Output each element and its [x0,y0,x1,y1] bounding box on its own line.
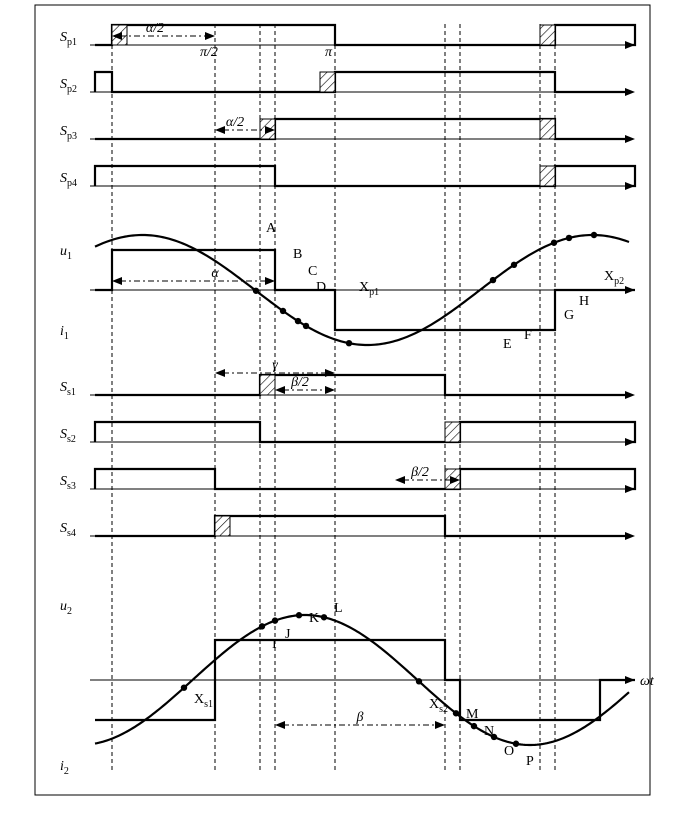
axis-label-wt: ωt [640,674,655,689]
point-label-E: E [503,337,512,352]
label-Sp3: Sp3 [60,124,77,142]
point-M [453,710,459,716]
point-K [296,612,302,618]
label-i2: i2 [60,759,69,777]
point-I [259,623,265,629]
timing-diagram: Sp1 Sp2 Sp3 Sp4 Ss1 Ss2 Ss3 Ss4 u1 i1 u2 i2 ωt α/2 π/2… [0,0,685,820]
label-Ss1: Ss1 [60,380,76,398]
label-Sp1: Sp1 [60,30,77,48]
point-label-K: K [309,611,319,626]
point-label-A: A [266,221,277,236]
label-u2: u2 [60,599,72,617]
point-label-Xs1: Xs1 [194,692,213,710]
point-P [513,741,519,747]
point-C [295,318,301,324]
point-N [471,723,477,729]
point-label-G: G [564,308,574,323]
point-G [551,240,557,246]
label-Ss3: Ss3 [60,474,76,492]
point-L [321,614,327,620]
label-u1: u1 [60,244,72,262]
label-Sp4: Sp4 [60,171,77,189]
dim-β: β [356,710,364,725]
point-label-M: M [466,707,479,722]
point-label-Xp2: Xp2 [604,269,624,287]
dim-α/2: α/2 [146,21,164,36]
label-Ss2: Ss2 [60,427,76,445]
point-Xp1 [346,340,352,346]
point-label-C: C [308,264,317,279]
point-B [280,308,286,314]
point-label-P: P [526,754,534,769]
point-D [303,323,309,329]
dim-α/2: α/2 [226,115,244,130]
point-O [491,734,497,740]
tick-pi: π [325,45,333,60]
point-label-B: B [293,247,302,262]
point-label-O: O [504,744,514,759]
point-J [272,617,278,623]
point-label-Xp1: Xp1 [359,280,379,298]
tick-pi-half: π/2 [200,45,218,60]
point-label-F: F [524,328,532,343]
point-label-H: H [579,294,589,309]
point-F [511,262,517,268]
point-A [253,288,259,294]
point-label-J: J [285,627,291,642]
dim-α: α [211,266,219,281]
dim-β/2: β/2 [290,375,309,390]
point-label-D: D [316,280,326,295]
point-Xs1 [181,684,187,690]
label-i1: i1 [60,324,69,342]
label-Sp2: Sp2 [60,77,77,95]
point-E [490,277,496,283]
dim-β/2: β/2 [410,465,429,480]
point-Xs2 [416,678,422,684]
label-Ss4: Ss4 [60,521,76,539]
point-H [566,235,572,241]
dim-γ: γ [272,358,278,373]
point-Xp2 [591,232,597,238]
point-label-L: L [334,601,343,616]
point-label-I: I [272,637,277,652]
